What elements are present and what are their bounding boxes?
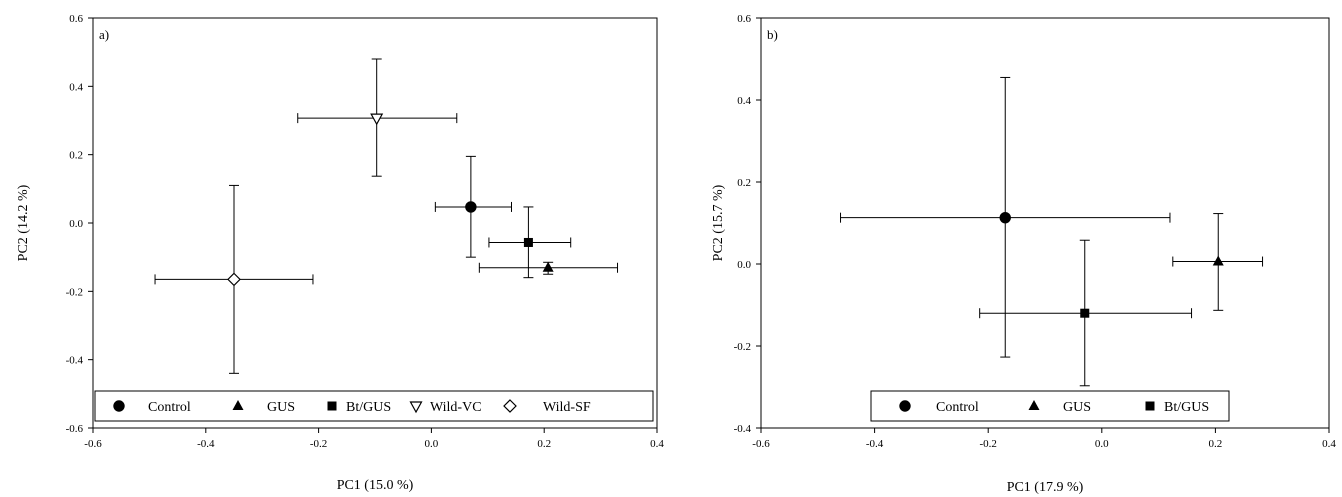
legend-label: GUS: [1063, 400, 1091, 415]
x-tick-label: -0.2: [310, 438, 327, 450]
legend-label: Control: [148, 400, 191, 415]
data-marker: [1212, 255, 1224, 266]
x-tick-label: -0.2: [979, 438, 996, 450]
data-point-bt-gus: [979, 239, 1193, 387]
y-tick-label: 0.0: [737, 259, 751, 271]
data-point-gus: [1172, 213, 1264, 311]
data-marker: [465, 201, 477, 213]
legend-marker: [1145, 401, 1155, 411]
x-tick-label: 0.0: [425, 438, 439, 450]
legend-box: [870, 390, 1230, 422]
x-tick-label: 0.2: [1209, 438, 1223, 450]
legend-marker: [503, 399, 517, 413]
data-marker: [370, 113, 384, 126]
data-point-wild-sf: [154, 184, 314, 374]
y-tick-label: -0.6: [66, 423, 84, 435]
x-tick-label: -0.4: [866, 438, 884, 450]
panel-label: a): [99, 27, 109, 42]
legend: Control GUS Bt/GUS Wild-VC Wild-SF: [94, 390, 654, 422]
legend-label: Bt/GUS: [1164, 400, 1209, 415]
y-tick-label: 0.2: [69, 150, 83, 162]
y-tick-label: -0.4: [66, 355, 84, 367]
y-tick-label: -0.2: [734, 341, 751, 353]
panel-label: b): [767, 27, 778, 42]
y-tick-label: 0.0: [69, 218, 83, 230]
y-tick-label: 0.2: [737, 177, 751, 189]
y-tick-label: -0.2: [66, 286, 83, 298]
data-marker: [1080, 308, 1090, 318]
x-axis-label: PC1 (15.0 %): [337, 478, 414, 493]
data-marker: [227, 272, 241, 287]
legend-marker: [409, 401, 423, 414]
data-point-control: [840, 76, 1171, 358]
x-tick-label: -0.6: [84, 438, 102, 450]
y-tick-label: -0.4: [734, 423, 752, 435]
y-tick-label: 0.6: [69, 13, 83, 25]
x-axis-label: PC1 (17.9 %): [1007, 480, 1084, 495]
data-marker: [999, 211, 1011, 224]
legend-marker: [899, 400, 911, 412]
legend-marker: [232, 400, 244, 410]
data-point-gus: [478, 261, 619, 275]
x-tick-label: 0.0: [1095, 438, 1109, 450]
x-tick-label: 0.2: [537, 438, 551, 450]
y-tick-label: 0.4: [737, 95, 751, 107]
legend-marker: [1028, 400, 1040, 410]
chart-panel-a: -0.6 -0.4 -0.2 0.0 0.2 0.4 -0.6 -0.4 -0.2 0.0 0.2 0…: [16, 13, 664, 493]
legend-marker: [327, 401, 337, 411]
legend-label: Control: [936, 400, 979, 415]
x-tick-label: -0.6: [752, 438, 770, 450]
x-tick-label: 0.4: [1322, 438, 1336, 450]
legend-marker: [113, 400, 125, 412]
data-point-wild-vc: [297, 58, 458, 177]
legend: Control GUS Bt/GUS: [870, 390, 1230, 422]
legend-label: Bt/GUS: [346, 400, 391, 415]
chart-panel-b: -0.6 -0.4 -0.2 0.0 0.2 0.4-0.4-0.20.00.20.40.…: [711, 13, 1336, 495]
plot-frame: [760, 17, 1330, 429]
data-point-bt-gus: [488, 206, 572, 279]
legend-label: Wild-VC: [430, 400, 482, 415]
data-marker: [523, 237, 533, 247]
data-marker: [542, 261, 554, 272]
legend-label: GUS: [267, 400, 295, 415]
legend-box: [94, 390, 654, 422]
y-axis-label: PC2 (14.2 %): [16, 184, 31, 261]
plot-frame: [92, 17, 658, 429]
x-tick-label: -0.4: [197, 438, 215, 450]
y-tick-label: 0.4: [69, 81, 83, 93]
x-tick-label: 0.4: [650, 438, 664, 450]
data-point-control: [434, 155, 512, 258]
y-axis-label: PC2 (15.7 %): [711, 184, 726, 261]
legend-label: Wild-SF: [543, 400, 591, 415]
y-tick-label: 0.6: [737, 13, 751, 25]
